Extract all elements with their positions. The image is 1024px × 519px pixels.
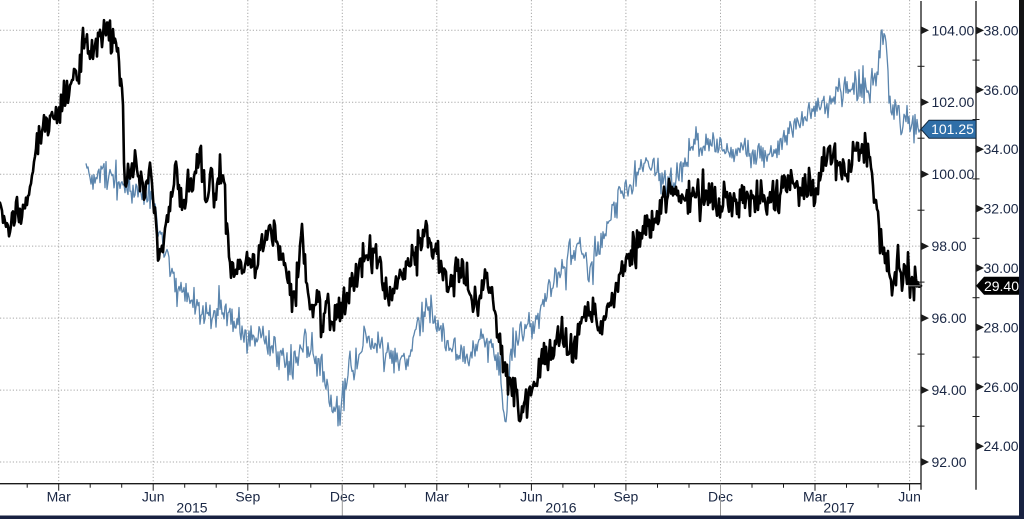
- svg-text:Mar: Mar: [47, 489, 71, 505]
- svg-text:92.00: 92.00: [932, 454, 967, 470]
- svg-text:24.00: 24.00: [984, 438, 1019, 454]
- svg-text:2016: 2016: [545, 500, 576, 516]
- svg-text:96.00: 96.00: [932, 310, 967, 326]
- svg-text:28.00: 28.00: [984, 319, 1019, 335]
- svg-text:Mar: Mar: [425, 489, 449, 505]
- svg-text:Jun: Jun: [898, 489, 921, 505]
- svg-text:38.00: 38.00: [984, 22, 1019, 38]
- svg-text:100.00: 100.00: [932, 166, 975, 182]
- svg-text:36.00: 36.00: [984, 82, 1019, 98]
- svg-text:2015: 2015: [176, 500, 207, 516]
- svg-text:34.00: 34.00: [984, 141, 1019, 157]
- svg-text:30.00: 30.00: [984, 260, 1019, 276]
- svg-text:98.00: 98.00: [932, 238, 967, 254]
- svg-text:29.40: 29.40: [984, 278, 1019, 294]
- svg-text:Sep: Sep: [235, 489, 260, 505]
- svg-text:Sep: Sep: [613, 489, 638, 505]
- svg-text:32.00: 32.00: [984, 201, 1019, 217]
- svg-text:102.00: 102.00: [932, 94, 975, 110]
- svg-text:Jun: Jun: [142, 489, 165, 505]
- svg-text:104.00: 104.00: [932, 22, 975, 38]
- svg-text:Jun: Jun: [520, 489, 543, 505]
- svg-text:94.00: 94.00: [932, 382, 967, 398]
- svg-text:2017: 2017: [823, 500, 854, 516]
- svg-text:101.25: 101.25: [931, 121, 974, 137]
- svg-text:26.00: 26.00: [984, 379, 1019, 395]
